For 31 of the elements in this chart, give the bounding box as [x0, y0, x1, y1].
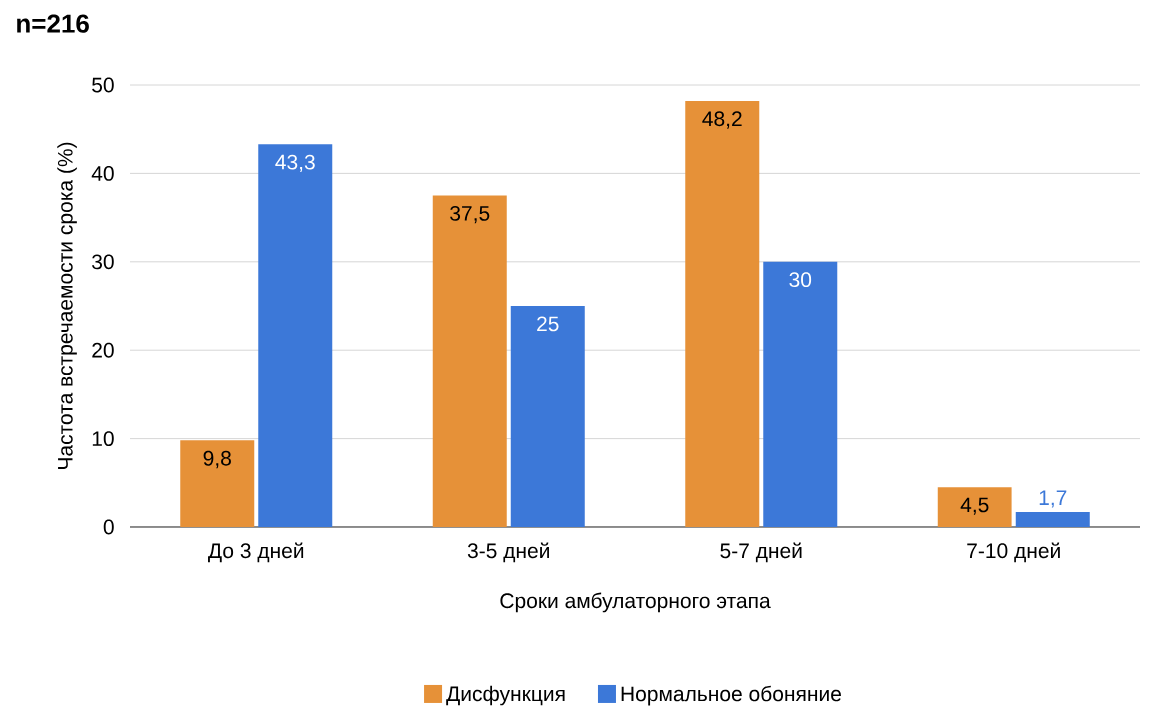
bar — [1015, 511, 1090, 527]
data-label: 43,3 — [275, 154, 315, 172]
data-label: 9,8 — [203, 450, 231, 469]
data-label: 25 — [537, 316, 559, 332]
x-tick-label: 7-10 дней — [967, 542, 1060, 563]
y-tick-label: 10 — [92, 431, 114, 447]
legend-label: Нормальное обоняние — [621, 685, 841, 706]
bar — [432, 195, 507, 527]
y-tick-label: 50 — [92, 77, 114, 93]
bar — [763, 261, 838, 527]
data-label: 1,7 — [1039, 490, 1067, 508]
x-tick-label: 3-5 дней — [467, 542, 549, 563]
bar — [685, 100, 760, 527]
y-axis-title: Частота встречаемости срока (%) — [57, 142, 77, 469]
x-tick-label: До 3 дней — [208, 542, 304, 563]
chart-title: n=216 — [17, 14, 89, 33]
bar — [180, 440, 255, 527]
y-tick-label: 30 — [92, 254, 114, 270]
y-tick-label: 0 — [103, 519, 114, 535]
data-label: 4,5 — [960, 497, 989, 515]
data-label: 37,5 — [450, 205, 490, 224]
legend-label: Дисфункция — [446, 685, 565, 706]
bar — [258, 144, 333, 527]
data-label: 48,2 — [702, 111, 742, 129]
bar — [937, 487, 1012, 527]
data-label: 30 — [789, 272, 812, 288]
bar — [510, 306, 585, 527]
y-tick-label: 20 — [92, 342, 114, 358]
x-tick-label: 5-7 дней — [720, 542, 802, 563]
x-axis-title: Сроки амбулаторного этапа — [500, 592, 771, 613]
y-tick-label: 40 — [91, 165, 114, 181]
